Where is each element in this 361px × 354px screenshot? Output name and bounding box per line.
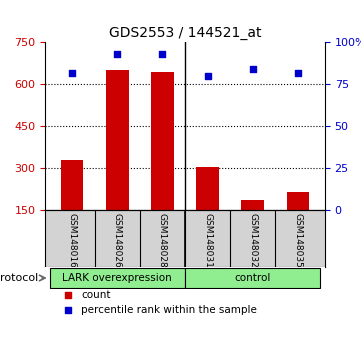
Bar <box>151 72 174 210</box>
Bar <box>61 160 83 210</box>
Bar <box>196 167 219 210</box>
Text: percentile rank within the sample: percentile rank within the sample <box>82 305 257 315</box>
Point <box>114 51 120 57</box>
Text: protocol: protocol <box>0 273 38 283</box>
Text: control: control <box>235 273 271 283</box>
Point <box>65 307 70 313</box>
Text: count: count <box>82 290 111 300</box>
Point <box>69 70 75 75</box>
Bar <box>106 70 129 210</box>
Text: GSM148035: GSM148035 <box>293 213 302 268</box>
Text: GSM148026: GSM148026 <box>113 213 122 268</box>
Bar <box>185 268 321 288</box>
Text: GSM148031: GSM148031 <box>203 213 212 268</box>
Text: GSM148028: GSM148028 <box>158 213 167 268</box>
Point <box>160 51 165 57</box>
Text: LARK overexpression: LARK overexpression <box>62 273 172 283</box>
Point <box>65 292 70 298</box>
Bar <box>49 268 185 288</box>
Bar <box>287 192 309 210</box>
Text: GSM148032: GSM148032 <box>248 213 257 268</box>
Point <box>295 70 301 75</box>
Point <box>250 67 256 72</box>
Text: GSM148016: GSM148016 <box>68 213 77 268</box>
Title: GDS2553 / 144521_at: GDS2553 / 144521_at <box>109 26 261 40</box>
Point <box>205 73 210 79</box>
Bar <box>242 200 264 210</box>
